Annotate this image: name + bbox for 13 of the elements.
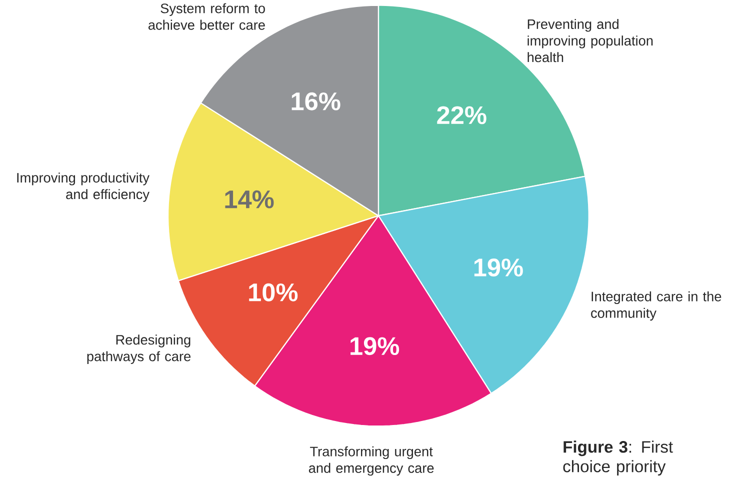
- data-label: 16%: [292, 92, 340, 110]
- text: Figure 3: First choice priority: [563, 440, 673, 476]
- slice-label: Redesigning pathways of care: [87, 334, 191, 364]
- slice-label: Preventing and improving population health: [528, 19, 653, 62]
- data-label: 14%: [225, 190, 274, 208]
- slice-label: Integrated care in the community: [591, 291, 722, 321]
- data-label: 19%: [474, 258, 523, 277]
- data-label: 10%: [249, 283, 298, 302]
- data-label: 22%: [437, 106, 486, 124]
- slice-label: System reform to achieve better care: [148, 3, 265, 30]
- slice-label: Transforming urgent and emergency care: [308, 446, 434, 476]
- slice-label: Improving productivity and efficiency: [17, 172, 150, 202]
- data-label: 19%: [350, 337, 400, 356]
